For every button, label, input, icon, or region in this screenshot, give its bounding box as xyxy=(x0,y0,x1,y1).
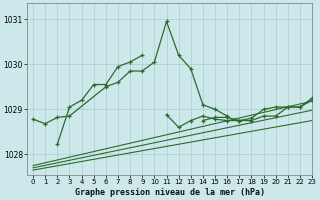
X-axis label: Graphe pression niveau de la mer (hPa): Graphe pression niveau de la mer (hPa) xyxy=(75,188,265,197)
